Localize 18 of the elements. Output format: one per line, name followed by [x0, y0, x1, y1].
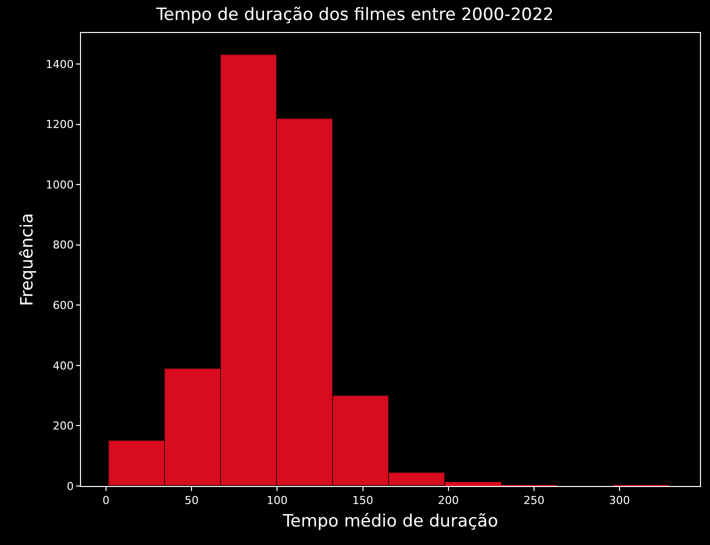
- y-tick-label: 1200: [46, 118, 74, 132]
- x-tick-label: 50: [184, 494, 199, 508]
- y-tick-label: 1000: [46, 178, 74, 192]
- x-axis-title: Tempo médio de duração: [282, 512, 498, 532]
- chart-title: Tempo de duração dos filmes entre 2000-2022: [155, 5, 554, 26]
- x-tick-label: 300: [609, 494, 630, 508]
- y-tick-label: 400: [52, 359, 74, 372]
- x-tick-label: 250: [523, 494, 544, 508]
- x-tick-label: 200: [438, 494, 459, 508]
- y-tick-label: 600: [52, 299, 74, 312]
- y-tick-label: 0: [66, 480, 74, 493]
- y-tick-label: 200: [52, 420, 74, 433]
- x-tick-label: 0: [102, 494, 110, 508]
- y-axis-title: Frequência: [17, 213, 38, 306]
- x-tick-label: 150: [352, 494, 374, 508]
- y-tick-label: 800: [52, 238, 74, 252]
- x-tick-label: 100: [266, 494, 288, 508]
- y-tick-label: 1400: [46, 58, 74, 71]
